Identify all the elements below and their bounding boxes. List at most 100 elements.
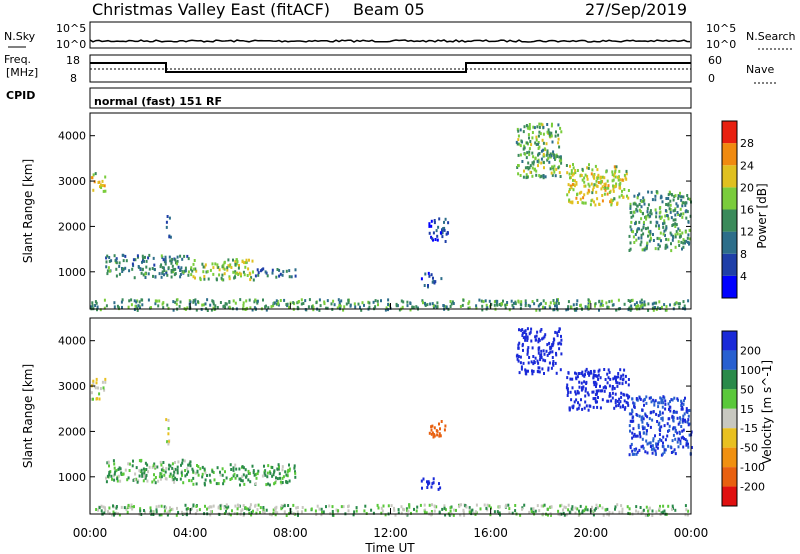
velocity-cell-r2	[203, 483, 206, 487]
velocity-cell-r4	[210, 510, 213, 514]
velocity-cell-r4	[635, 505, 638, 509]
velocity-cell-r9	[664, 402, 667, 406]
power-cell-r6	[431, 237, 434, 241]
velocity-cell-r4	[408, 503, 411, 507]
velocity-cell-r7	[518, 328, 520, 332]
velocity-cell-r4	[621, 507, 624, 511]
velocity-cell-r4	[563, 513, 566, 517]
velocity-cell-r4	[519, 513, 522, 517]
velocity-cell-r4	[586, 508, 589, 512]
velocity-cell-r4	[100, 509, 103, 513]
power-cell-r8	[557, 133, 560, 137]
power-cell-r1	[164, 257, 167, 261]
power-cell-r8	[519, 144, 522, 148]
velocity-cell-r4	[428, 503, 431, 507]
velocity-cell-r9	[680, 425, 683, 428]
velocity-cell-r0	[97, 386, 99, 390]
power-cell-r2	[238, 271, 241, 275]
velocity-cell-r1	[131, 464, 134, 468]
power-cell-r5	[406, 304, 409, 308]
power-cell-r8	[531, 174, 534, 178]
power-cell-r9	[627, 196, 630, 200]
power-cell-r5	[529, 304, 532, 308]
power-cell-r5	[96, 305, 99, 309]
power-cell-r10	[655, 211, 658, 215]
velocity-cell-r0	[92, 397, 94, 401]
power-cell-r5	[486, 306, 489, 310]
velocity-cell-r9	[636, 450, 639, 454]
power-cell-r10	[682, 212, 685, 216]
power-cell-r10	[678, 235, 681, 239]
power-cell-r5	[501, 302, 504, 306]
power-cell-r5	[575, 308, 578, 312]
power-cell-r10	[686, 194, 689, 197]
power-cell-r9	[619, 178, 621, 182]
velocity-cell-r0	[98, 392, 101, 396]
power-cell-r10	[639, 210, 642, 213]
velocity-cell-r9	[650, 410, 653, 414]
power-cell-r5	[683, 304, 686, 308]
velocity-cell-r7	[548, 341, 551, 345]
velocity-cell-r4	[240, 509, 243, 513]
velocity-cell-r9	[674, 410, 677, 414]
velocity-cell-r4	[236, 503, 239, 507]
time-tick-label: 12:00	[373, 526, 408, 540]
power-cell-r3	[266, 274, 269, 278]
velocity-cell-r4	[651, 509, 654, 513]
velocity-cell-r2	[215, 482, 218, 486]
power-cell-r6	[436, 234, 439, 238]
power-cell-r10	[629, 225, 632, 229]
power-cell-r5	[162, 301, 165, 305]
velocity-cell-r4	[280, 504, 283, 508]
power-cell-r5	[411, 305, 414, 309]
velocity-cell-r9	[644, 413, 647, 417]
power-cell-r8	[516, 127, 519, 131]
power-cell-r3	[259, 269, 262, 273]
power-cell-r5	[617, 298, 620, 302]
velocity-cell-r4	[645, 505, 648, 509]
velocity-cell-r1	[127, 462, 130, 466]
velocity-cell-r4	[449, 509, 452, 513]
velocity-cell-r4	[144, 510, 146, 514]
power-cell-r1	[141, 267, 144, 271]
velocity-cell-r4	[104, 506, 106, 510]
velocity-cell-r4	[611, 511, 614, 515]
freq-tick-top: 18	[66, 54, 80, 67]
power-cell-r5	[192, 299, 195, 303]
power-cell-r5	[533, 302, 536, 306]
power-cell-r4	[169, 235, 172, 239]
power-cell-r5	[421, 299, 424, 303]
power-cell-r5	[658, 300, 661, 304]
velocity-cell-r4	[196, 509, 199, 513]
velocity-cell-r4	[393, 506, 395, 510]
velocity-cell-r4	[419, 503, 422, 507]
power-cell-r5	[340, 299, 343, 303]
power-cell-r5	[449, 305, 452, 308]
power-cell-r8	[540, 149, 543, 153]
power-cell-r9	[575, 182, 578, 186]
power-cell-r5	[482, 300, 485, 304]
velocity-cell-r4	[468, 508, 471, 512]
power-cell-r10	[686, 210, 689, 214]
power-cell-r1	[172, 270, 175, 274]
power-cell-r8	[525, 124, 528, 127]
velocity-cell-r2	[208, 473, 211, 477]
power-cell-r5	[150, 306, 152, 310]
power-cell-r9	[587, 182, 590, 186]
velocity-cell-r4	[231, 509, 233, 513]
power-cell-r8	[527, 161, 530, 165]
power-cell-r8	[557, 123, 560, 127]
velocity-cell-r1	[108, 470, 111, 474]
velocity-cell-r8	[578, 385, 581, 389]
power-cell-r10	[642, 232, 645, 236]
velocity-cell-r2	[224, 470, 226, 474]
velocity-cell-r4	[538, 509, 541, 513]
power-cell-r8	[542, 176, 545, 180]
velocity-cell-r8	[603, 368, 606, 371]
power-cell-r2	[249, 278, 252, 282]
velocity-cell-r4	[274, 506, 277, 510]
velocity-cell-r8	[588, 371, 591, 375]
velocity-cell-r2	[219, 473, 222, 477]
power-cell-r8	[535, 173, 538, 177]
power-cell-r9	[570, 169, 573, 173]
